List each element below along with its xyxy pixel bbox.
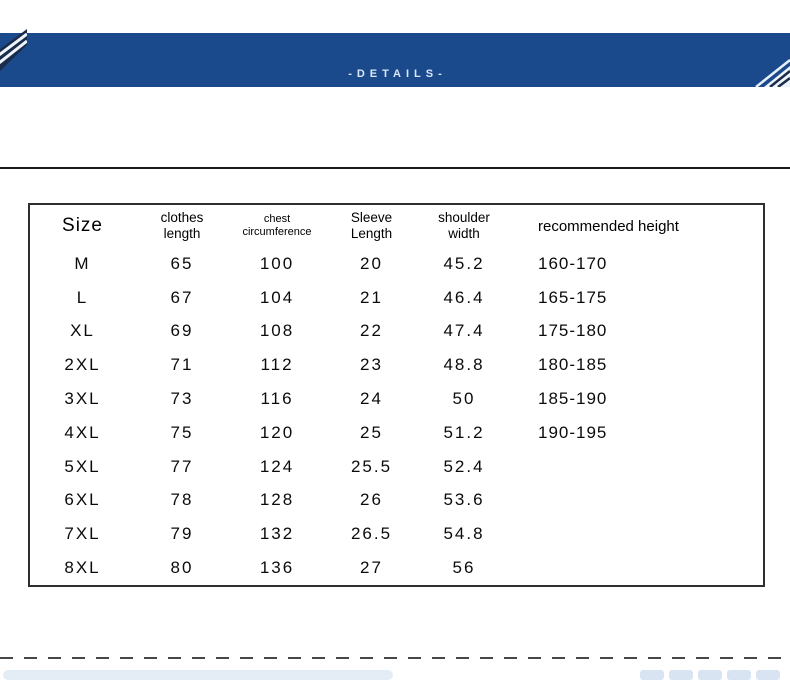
cell-sleeve-length: 26 bbox=[360, 490, 383, 510]
banner-title: -DETAILS- bbox=[348, 68, 447, 80]
cell-shoulder-width: 48.8 bbox=[443, 355, 485, 375]
cell-recommended-height: 185-190 bbox=[538, 389, 608, 409]
cell-sleeve-length: 20 bbox=[360, 253, 383, 273]
cell-size: L bbox=[76, 287, 89, 307]
bottom-deco-segment bbox=[3, 670, 393, 680]
size-chart-table: Size clothes length chest circumference … bbox=[30, 205, 763, 585]
banner-left-stripe-ribbon-icon bbox=[0, 29, 27, 71]
cell-recommended-height bbox=[510, 484, 763, 518]
cell-shoulder-width: 54.8 bbox=[443, 524, 485, 544]
cell-chest-circumference: 132 bbox=[259, 524, 295, 544]
cell-clothes-length: 80 bbox=[170, 558, 194, 578]
bottom-deco-chip bbox=[640, 670, 664, 680]
cell-sleeve-length: 26.5 bbox=[350, 524, 393, 544]
cell-chest-circumference: 120 bbox=[259, 422, 295, 442]
cell-size: 3XL bbox=[64, 389, 101, 409]
cell-chest-circumference: 116 bbox=[260, 389, 294, 409]
cell-sleeve-length: 23 bbox=[360, 355, 383, 375]
table-row: 8XL 80 136 27 56 bbox=[30, 551, 763, 585]
table-row: M 65 100 20 45.2 160-170 bbox=[30, 247, 763, 281]
table-row: 4XL 75 120 25 51.2 190-195 bbox=[30, 416, 763, 450]
table-row: 6XL 78 128 26 53.6 bbox=[30, 484, 763, 518]
table-row: XL 69 108 22 47.4 175-180 bbox=[30, 315, 763, 349]
cell-chest-circumference: 108 bbox=[259, 321, 295, 341]
cell-shoulder-width: 53.6 bbox=[443, 490, 485, 510]
bottom-deco-chip bbox=[698, 670, 722, 680]
bottom-deco-chip bbox=[669, 670, 693, 680]
cell-chest-circumference: 100 bbox=[259, 253, 295, 273]
cell-size: 7XL bbox=[64, 524, 101, 544]
cell-sleeve-length: 25.5 bbox=[350, 456, 393, 476]
cell-recommended-height: 180-185 bbox=[538, 355, 608, 375]
cell-size: 8XL bbox=[64, 558, 101, 578]
cell-sleeve-length: 24 bbox=[360, 389, 383, 409]
cell-size: 4XL bbox=[64, 422, 101, 442]
cell-recommended-height: 175-180 bbox=[538, 321, 608, 341]
cell-chest-circumference: 136 bbox=[259, 558, 295, 578]
dashed-divider bbox=[0, 657, 790, 659]
table-row: L 67 104 21 46.4 165-175 bbox=[30, 281, 763, 315]
banner-right-stripe-ribbon-icon bbox=[755, 59, 790, 87]
cell-size: 2XL bbox=[64, 355, 101, 375]
table-row: 5XL 77 124 25.5 52.4 bbox=[30, 450, 763, 484]
cell-clothes-length: 67 bbox=[170, 287, 194, 307]
separator-line bbox=[0, 167, 790, 169]
size-chart: Size clothes length chest circumference … bbox=[28, 203, 765, 587]
table-row: 2XL 71 112 23 48.8 180-185 bbox=[30, 348, 763, 382]
cell-recommended-height: 160-170 bbox=[538, 253, 608, 273]
cell-clothes-length: 77 bbox=[170, 456, 194, 476]
cell-shoulder-width: 56 bbox=[452, 558, 476, 578]
header-size: Size bbox=[62, 215, 103, 236]
header-row: Size clothes length chest circumference … bbox=[30, 205, 763, 247]
cell-size: 6XL bbox=[64, 490, 101, 510]
cell-size: XL bbox=[70, 321, 95, 341]
cell-shoulder-width: 52.4 bbox=[443, 456, 485, 476]
header-clothes-length: clothes length bbox=[160, 210, 204, 241]
header-shoulder-width: shoulder width bbox=[438, 210, 490, 241]
cell-recommended-height: 190-195 bbox=[538, 422, 608, 442]
cell-recommended-height bbox=[510, 450, 763, 484]
cell-chest-circumference: 128 bbox=[259, 490, 295, 510]
bottom-deco-bar bbox=[0, 669, 790, 682]
bottom-deco-chip bbox=[727, 670, 751, 680]
cell-chest-circumference: 112 bbox=[260, 355, 294, 375]
cell-shoulder-width: 46.4 bbox=[443, 287, 485, 307]
details-banner: -DETAILS- bbox=[0, 29, 790, 87]
cell-clothes-length: 65 bbox=[170, 253, 194, 273]
cell-recommended-height: 165-175 bbox=[538, 287, 608, 307]
cell-shoulder-width: 47.4 bbox=[443, 321, 485, 341]
cell-clothes-length: 79 bbox=[170, 524, 194, 544]
cell-shoulder-width: 50 bbox=[452, 389, 476, 409]
table-row: 7XL 79 132 26.5 54.8 bbox=[30, 517, 763, 551]
cell-sleeve-length: 22 bbox=[360, 321, 383, 341]
cell-sleeve-length: 21 bbox=[360, 287, 383, 307]
cell-clothes-length: 69 bbox=[170, 321, 194, 341]
cell-recommended-height bbox=[510, 551, 763, 585]
cell-shoulder-width: 45.2 bbox=[443, 253, 485, 273]
cell-chest-circumference: 104 bbox=[259, 287, 295, 307]
cell-shoulder-width: 51.2 bbox=[443, 422, 485, 442]
cell-size: 5XL bbox=[64, 456, 101, 476]
cell-sleeve-length: 25 bbox=[360, 422, 383, 442]
cell-recommended-height bbox=[510, 517, 763, 551]
cell-clothes-length: 73 bbox=[170, 389, 194, 409]
cell-clothes-length: 71 bbox=[170, 355, 194, 375]
bottom-deco-chip bbox=[756, 670, 780, 680]
cell-clothes-length: 78 bbox=[170, 490, 194, 510]
table-row: 3XL 73 116 24 50 185-190 bbox=[30, 382, 763, 416]
cell-sleeve-length: 27 bbox=[360, 558, 383, 578]
cell-size: M bbox=[74, 253, 91, 273]
header-sleeve-length: Sleeve Length bbox=[350, 210, 393, 241]
cell-chest-circumference: 124 bbox=[259, 456, 295, 476]
header-recommended-height: recommended height bbox=[538, 217, 679, 235]
cell-clothes-length: 75 bbox=[170, 422, 194, 442]
header-chest-circumference: chest circumference bbox=[242, 213, 312, 238]
